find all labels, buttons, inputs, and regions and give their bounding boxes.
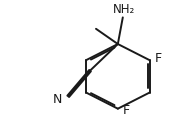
Text: NH₂: NH₂ xyxy=(113,2,135,16)
Text: F: F xyxy=(155,52,162,65)
Text: F: F xyxy=(123,104,130,117)
Text: N: N xyxy=(53,93,62,106)
